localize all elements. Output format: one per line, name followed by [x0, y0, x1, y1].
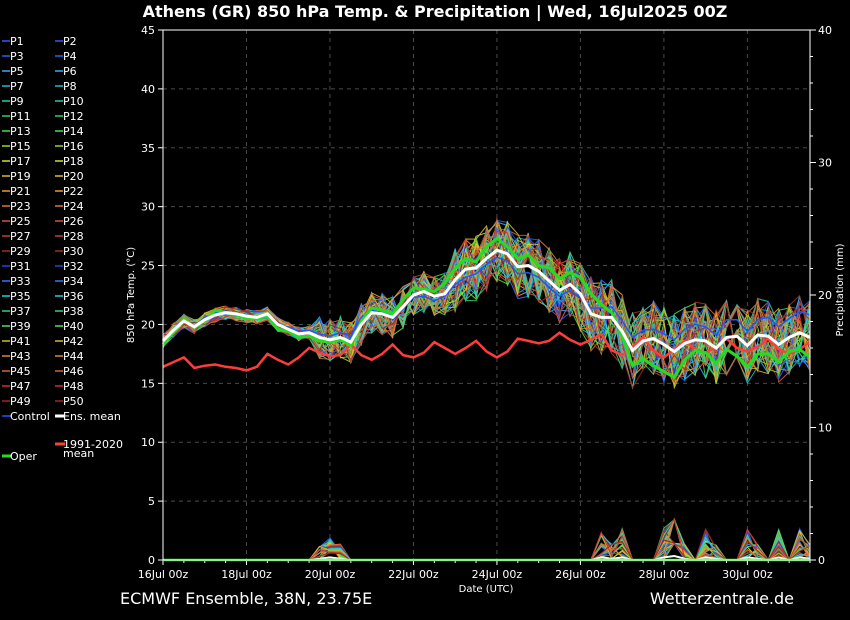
legend-item-p43: P43	[10, 350, 31, 363]
legend-item-p10: P10	[63, 95, 84, 108]
chart-title: Athens (GR) 850 hPa Temp. & Precipitatio…	[143, 2, 728, 22]
x-axis-label: Date (UTC)	[459, 584, 514, 595]
tick-label-x: 22Jul 00z	[388, 568, 439, 581]
legend-item-p32: P32	[63, 260, 84, 273]
tick-label-x: 16Jul 00z	[138, 568, 189, 581]
plot-frame	[162, 29, 811, 561]
legend-item-p12: P12	[63, 110, 84, 123]
y-axis-label-left: 850 hPa Temp. (°C)	[126, 247, 137, 343]
legend-item-p34: P34	[63, 275, 84, 288]
legend-item-p6: P6	[63, 65, 77, 78]
legend-item-control: Control	[10, 410, 50, 423]
legend-item-p23: P23	[10, 200, 31, 213]
tick-label-right: 40	[818, 24, 832, 37]
legend-item-p19: P19	[10, 170, 31, 183]
legend-item-p41: P41	[10, 335, 31, 348]
tick-label-x: 24Jul 00z	[472, 568, 523, 581]
legend-item-p24: P24	[63, 200, 84, 213]
tick-label-x: 20Jul 00z	[305, 568, 356, 581]
legend-item-p3: P3	[10, 50, 24, 63]
main-series	[161, 236, 811, 380]
legend-item-p17: P17	[10, 155, 31, 168]
legend-item-p13: P13	[10, 125, 31, 138]
tick-label-left: 0	[148, 554, 155, 567]
legend-item-p30: P30	[63, 245, 84, 258]
legend-item-p7: P7	[10, 80, 24, 93]
legend-item-p39: P39	[10, 320, 31, 333]
legend-item-p18: P18	[63, 155, 84, 168]
tick-label-right: 10	[818, 422, 832, 435]
legend-item-ens-mean: Ens. mean	[63, 410, 121, 423]
legend-item-p1: P1	[10, 35, 24, 48]
legend-item-p29: P29	[10, 245, 31, 258]
legend-item-p11: P11	[10, 110, 31, 123]
legend-item-p28: P28	[63, 230, 84, 243]
footer-site: Wetterzentrale.de	[650, 589, 794, 608]
tick-label-x: 30Jul 00z	[722, 568, 773, 581]
legend-item-p37: P37	[10, 305, 31, 318]
footer-source: ECMWF Ensemble, 38N, 23.75E	[120, 589, 372, 608]
legend-item-p22: P22	[63, 185, 84, 198]
legend-item-p33: P33	[10, 275, 31, 288]
legend-item-p40: P40	[63, 320, 84, 333]
legend-item-oper: Oper	[10, 450, 37, 463]
legend-item-clim-line2: mean	[63, 447, 94, 460]
legend-item-clim: 1991-2020	[63, 438, 123, 451]
tick-label-left: 15	[141, 377, 155, 390]
legend-item-p21: P21	[10, 185, 31, 198]
legend-item-p14: P14	[63, 125, 84, 138]
legend-item-p45: P45	[10, 365, 31, 378]
legend-item-p26: P26	[63, 215, 84, 228]
tick-label-x: 18Jul 00z	[221, 568, 272, 581]
legend-item-p16: P16	[63, 140, 84, 153]
tick-label-x: 26Jul 00z	[555, 568, 606, 581]
legend-item-p15: P15	[10, 140, 31, 153]
tick-label-left: 20	[141, 318, 155, 331]
legend-item-p4: P4	[63, 50, 77, 63]
legend-item-p31: P31	[10, 260, 31, 273]
legend-item-p50: P50	[63, 395, 84, 408]
legend-item-p25: P25	[10, 215, 31, 228]
legend-item-p8: P8	[63, 80, 77, 93]
legend-item-p35: P35	[10, 290, 31, 303]
y-axis-label-right: Precipitation (mm)	[835, 243, 846, 336]
legend-item-p38: P38	[63, 305, 84, 318]
tick-label-left: 25	[141, 260, 155, 273]
legend-item-p47: P47	[10, 380, 31, 393]
legend-item-p44: P44	[63, 350, 84, 363]
legend-item-p48: P48	[63, 380, 84, 393]
oper-line	[161, 236, 811, 380]
tick-label-right: 0	[818, 554, 825, 567]
legend-item-p46: P46	[63, 365, 84, 378]
tick-label-left: 45	[141, 24, 155, 37]
ens-mean-line	[161, 248, 811, 354]
x-ticks: 16Jul 00z 18Jul 00z 20Jul 00z 22Jul 00z 24Ju…	[138, 560, 811, 581]
tick-label-x: 28Jul 00z	[639, 568, 690, 581]
tick-label-left: 30	[141, 201, 155, 214]
tick-label-left: 10	[141, 436, 155, 449]
legend-item-p27: P27	[10, 230, 31, 243]
y-ticks-left: 0 5 10 15 20 25 30 35 40 45	[141, 24, 163, 567]
tick-label-right: 20	[818, 289, 832, 302]
legend-item-p5: P5	[10, 65, 24, 78]
legend: P1 P2 P3 P4 P5 P6 P7 P8 P9 P10 P11 P12 P13 P14 P15 P16 P…	[2, 35, 123, 463]
tick-label-left: 35	[141, 142, 155, 155]
legend-item-p42: P42	[63, 335, 84, 348]
legend-item-p9: P9	[10, 95, 24, 108]
legend-item-p2: P2	[63, 35, 77, 48]
tick-label-right: 30	[818, 157, 832, 170]
legend-item-p49: P49	[10, 395, 31, 408]
legend-item-p36: P36	[63, 290, 84, 303]
tick-label-left: 5	[148, 495, 155, 508]
tick-label-left: 40	[141, 83, 155, 96]
legend-item-p20: P20	[63, 170, 84, 183]
